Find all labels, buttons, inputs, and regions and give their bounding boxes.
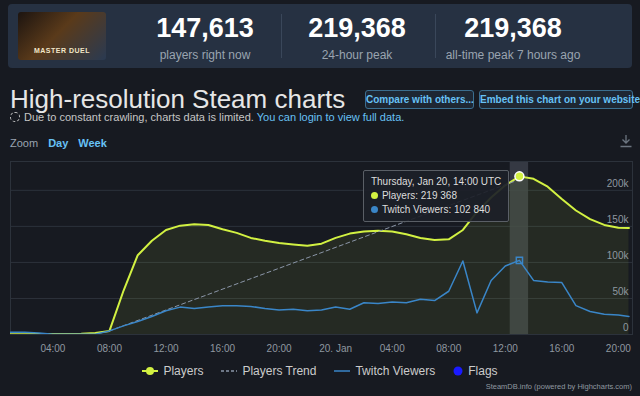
svg-text:08:00: 08:00: [97, 343, 122, 354]
svg-text:20. Jan: 20. Jan: [319, 343, 352, 354]
html-text:MASTER DUEL: MASTER DUEL: [34, 47, 90, 54]
html-text:players right now: players right now: [159, 48, 251, 62]
svg-text:150k: 150k: [607, 214, 630, 225]
svg-text:200k: 200k: [607, 178, 630, 189]
svg-text:08:00: 08:00: [436, 343, 461, 354]
svg-text:0: 0: [623, 322, 629, 333]
html-text:Due to constant crawling, char: Due to constant crawling, charts data is…: [24, 111, 405, 123]
html-text:Players: 219 368: Players: 219 368: [381, 189, 457, 201]
svg-text:16:00: 16:00: [210, 343, 235, 354]
html-text:Week: Week: [78, 137, 107, 149]
html-text:219,368: 219,368: [308, 13, 406, 43]
html-text:Compare with others...: Compare with others...: [366, 94, 474, 105]
svg-text:04:00: 04:00: [380, 343, 405, 354]
html-text:Twitch Viewers: 102 840: Twitch Viewers: 102 840: [381, 203, 491, 215]
html-text:Thursday, Jan 20, 14:00 UTC: Thursday, Jan 20, 14:00 UTC: [370, 175, 502, 187]
html-text:Day: Day: [48, 137, 69, 149]
svg-text:50k: 50k: [612, 286, 629, 297]
html-text:147,613: 147,613: [156, 13, 254, 43]
svg-text:20:00: 20:00: [606, 343, 631, 354]
html-text:Flags: Flags: [468, 364, 498, 378]
html-text:219,368: 219,368: [464, 13, 562, 43]
html-text:24-hour peak: 24-hour peak: [321, 48, 393, 62]
html-text:Players: Players: [163, 364, 204, 378]
html-text:Embed this chart on your websi: Embed this chart on your website: [480, 94, 640, 105]
html-text:Players Trend: Players Trend: [242, 364, 317, 378]
svg-text:04:00: 04:00: [40, 343, 65, 354]
html-text:all-time peak 7 hours ago: all-time peak 7 hours ago: [445, 48, 581, 62]
svg-text:20:00: 20:00: [267, 343, 292, 354]
html-text:Twitch Viewers: Twitch Viewers: [355, 364, 436, 378]
svg-text:16:00: 16:00: [549, 343, 574, 354]
html-text:Zoom: Zoom: [10, 137, 39, 149]
svg-text:12:00: 12:00: [153, 343, 178, 354]
html-text:SteamDB.info (powered by Highc: SteamDB.info (powered by Highcharts.com): [485, 382, 632, 391]
svg-text:12:00: 12:00: [493, 343, 518, 354]
html-text:High-resolution Steam charts: High-resolution Steam charts: [10, 84, 346, 114]
svg-text:100k: 100k: [607, 250, 630, 261]
